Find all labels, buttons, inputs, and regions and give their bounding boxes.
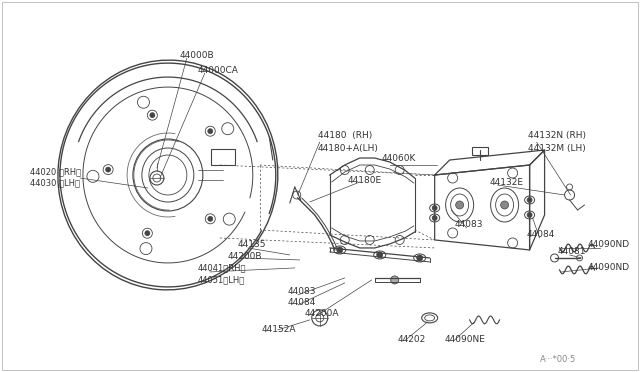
Text: 44083: 44083 [288,288,316,296]
Text: 44000B: 44000B [180,51,214,60]
Text: 44090NE: 44090NE [445,336,486,344]
Text: 44180  (RH): 44180 (RH) [317,131,372,140]
Text: 44090ND: 44090ND [588,263,630,272]
Text: 44000CA: 44000CA [198,65,239,75]
Circle shape [208,216,212,221]
Text: 44200A: 44200A [305,310,339,318]
Circle shape [527,198,532,202]
Text: 44202: 44202 [397,336,426,344]
Circle shape [390,276,399,284]
Circle shape [456,201,463,209]
Text: 44200B: 44200B [228,253,262,262]
Text: 44132M (LH): 44132M (LH) [527,144,586,153]
Text: 44135: 44135 [238,240,266,250]
Circle shape [377,252,383,258]
Text: 44083: 44083 [454,221,483,230]
Circle shape [417,255,422,261]
Text: 44090ND: 44090ND [588,240,630,250]
Circle shape [337,247,343,253]
Text: 44081: 44081 [557,247,586,256]
Text: 44030 〈LH〉: 44030 〈LH〉 [30,179,80,187]
Circle shape [527,212,532,218]
Text: 44180E: 44180E [348,176,382,185]
Circle shape [500,201,509,209]
Circle shape [432,205,437,211]
Circle shape [150,113,155,118]
Text: 44084: 44084 [527,231,555,240]
Text: 44180+A(LH): 44180+A(LH) [317,144,379,153]
Text: 44084: 44084 [288,298,316,307]
Text: 44041〈RH〉: 44041〈RH〉 [198,263,246,272]
Text: 44152A: 44152A [262,326,296,334]
Circle shape [106,167,111,172]
Text: 44051〈LH〉: 44051〈LH〉 [198,275,245,285]
Text: 44132N (RH): 44132N (RH) [527,131,586,140]
Text: 44020 〈RH〉: 44020 〈RH〉 [30,167,81,176]
Text: 44060K: 44060K [381,154,416,163]
Circle shape [145,231,150,236]
Text: A···*00·5: A···*00·5 [540,355,576,364]
Text: 44132E: 44132E [490,177,524,186]
Circle shape [208,129,212,134]
Circle shape [432,215,437,221]
